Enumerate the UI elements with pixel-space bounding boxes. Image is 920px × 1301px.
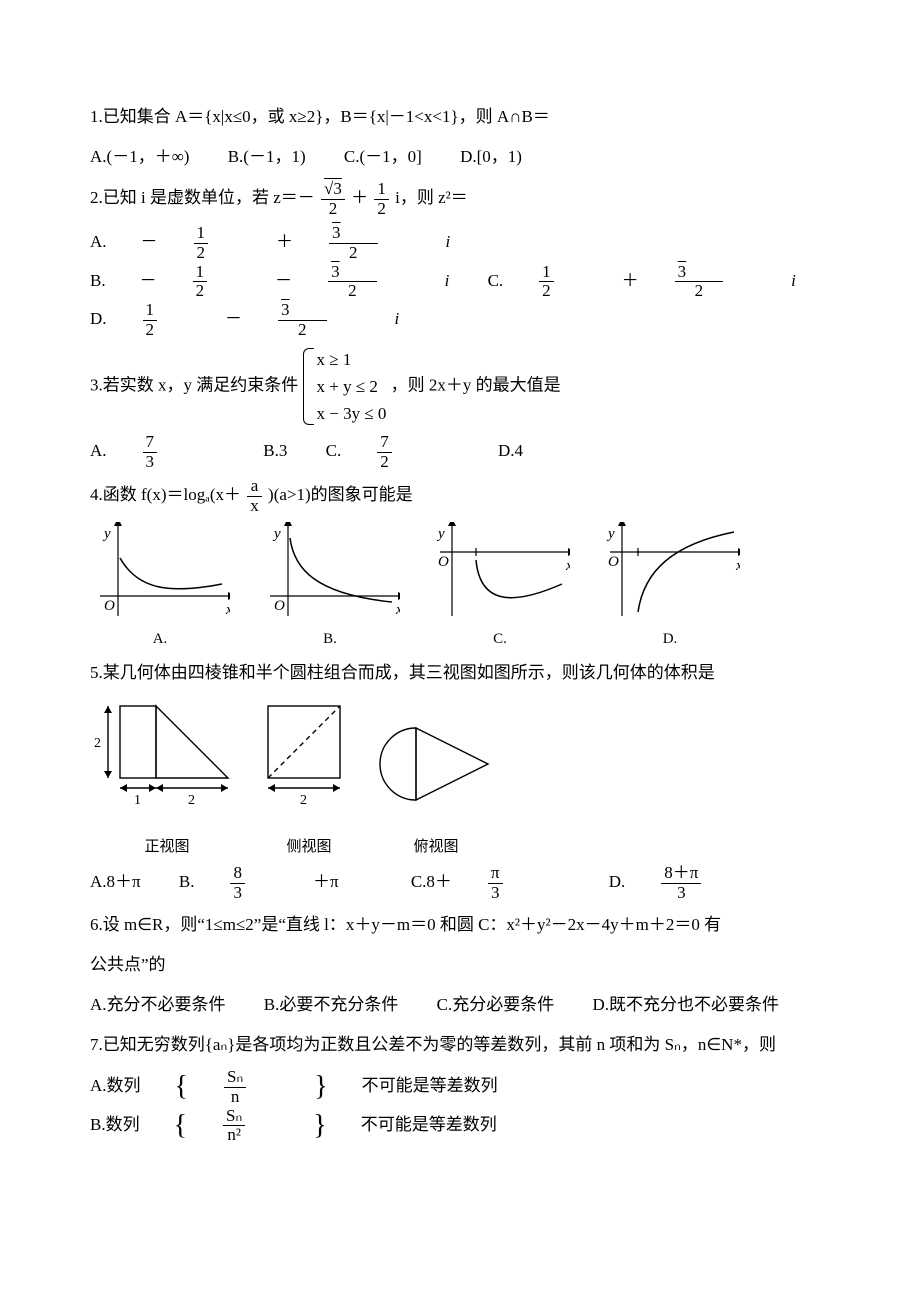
q4-plot-caption: C.	[430, 624, 570, 654]
svg-text:1: 1	[134, 793, 141, 808]
q3-stem: 3.若实数 x，y 满足约束条件 x ≥ 1 x + y ≤ 2 x − 3y …	[90, 346, 830, 428]
q4-plot-cell: O x y D.	[600, 522, 740, 654]
svg-text:y: y	[436, 526, 445, 542]
q4-plot: O x y	[430, 522, 570, 622]
q7-opt-b: B.数列{Sₙn²}不可能是等差数列	[90, 1107, 531, 1145]
q7-opt-a: A.数列{Sₙn}不可能是等差数列	[90, 1068, 532, 1106]
q3-opt-c: C.72	[326, 433, 460, 471]
q2-frac1: √32	[321, 180, 345, 218]
q2-frac2: 12	[374, 180, 389, 218]
q4-plot: O x y	[600, 522, 740, 622]
q2-opt-b: B.－12－32i	[90, 263, 449, 301]
svg-text:O: O	[438, 554, 449, 570]
q5-side-view: 2	[262, 696, 356, 820]
q5-top-view	[374, 722, 498, 820]
q2-opt-d: D.12－32i	[90, 301, 399, 339]
q5-opt-c: C.8＋π3	[411, 864, 571, 902]
q1-opt-d: D.[0，1)	[460, 140, 522, 174]
svg-text:x: x	[565, 558, 570, 574]
q4-plot-cell: O x y C.	[430, 522, 570, 654]
svg-text:2: 2	[188, 793, 195, 808]
q6-line1: 6.设 m∈R，则“1≤m≤2”是“直线 l：x＋y－m＝0 和圆 C：x²＋y…	[90, 908, 830, 942]
svg-text:x: x	[735, 558, 740, 574]
q6-opt-d: D.既不充分也不必要条件	[592, 988, 779, 1022]
q4-plot: O x y	[260, 522, 400, 622]
q4-plot-cell: O x y A.	[90, 522, 230, 654]
q4-plot-caption: D.	[600, 624, 740, 654]
svg-text:y: y	[606, 526, 615, 542]
q4-suffix: )(a>1)的图象可能是	[268, 486, 413, 505]
q5-opt-a: A.8＋π	[90, 865, 141, 899]
q4-prefix: 4.函数 f(x)＝logₐ(x＋	[90, 486, 241, 505]
svg-text:2: 2	[300, 793, 307, 808]
q6-line2: 公共点”的	[90, 948, 830, 982]
q4-plot: O x y	[90, 522, 230, 622]
q2-stem: 2.已知 i 是虚数单位，若 z＝－ √32 ＋ 12 i，则 z²＝	[90, 180, 830, 218]
q3-system: x ≥ 1 x + y ≤ 2 x − 3y ≤ 0	[303, 346, 387, 428]
q2-opt-a: A.－12＋32i	[90, 224, 450, 262]
q5-view-top: 俯视图	[374, 722, 498, 862]
q4-frac: ax	[247, 477, 262, 515]
q5-views: 2 1 2 正视图 2 侧视图 俯视图	[90, 696, 830, 862]
q4-plot-cell: O x y B.	[260, 522, 400, 654]
q5-view-side: 2 侧视图	[262, 696, 356, 862]
q3-options: A.73 B.3 C.72 D.4	[90, 433, 830, 471]
q4-plot-caption: A.	[90, 624, 230, 654]
q3-opt-b: B.3	[263, 434, 287, 468]
q1-opt-a: A.(－1，＋∞)	[90, 140, 189, 174]
q2-suffix: i，则 z²＝	[395, 188, 468, 207]
q7-stem: 7.已知无穷数列{aₙ}是各项均为正数且公差不为零的等差数列，其前 n 项和为 …	[90, 1028, 830, 1062]
q5-view-front: 2 1 2 正视图	[90, 696, 244, 862]
q1-opt-b: B.(－1，1)	[228, 140, 306, 174]
svg-text:O: O	[274, 598, 285, 614]
svg-text:x: x	[225, 602, 230, 618]
q2-options: A.－12＋32i B.－12－32i C.12＋32i D.12－32i	[90, 224, 830, 339]
svg-text:x: x	[395, 602, 400, 618]
q5-front-view: 2 1 2	[90, 696, 244, 820]
q1-options: A.(－1，＋∞) B.(－1，1) C.(－1，0] D.[0，1)	[90, 140, 830, 174]
q4-plot-caption: B.	[260, 624, 400, 654]
q4-stem: 4.函数 f(x)＝logₐ(x＋ ax )(a>1)的图象可能是	[90, 477, 830, 515]
q5-stem: 5.某几何体由四棱锥和半个圆柱组合而成，其三视图如图所示，则该几何体的体积是	[90, 656, 830, 690]
q4-plots: O x y A. O x y B. O x y C. O x y D	[90, 522, 830, 654]
q2-prefix: 2.已知 i 是虚数单位，若 z＝－	[90, 188, 315, 207]
svg-text:O: O	[104, 598, 115, 614]
q1-opt-c: C.(－1，0]	[344, 140, 422, 174]
q3-opt-a: A.73	[90, 433, 225, 471]
q2-mid: ＋	[351, 188, 368, 207]
q3-prefix: 3.若实数 x，y 满足约束条件	[90, 375, 298, 394]
q6-opt-a: A.充分不必要条件	[90, 988, 226, 1022]
svg-text:y: y	[272, 526, 281, 542]
svg-text:2: 2	[94, 736, 101, 751]
q5-options: A.8＋π B.83＋π C.8＋π3 D.8＋π3	[90, 864, 830, 902]
q5-opt-b: B.83＋π	[179, 864, 373, 902]
q3-suffix: ，则 2x＋y 的最大值是	[391, 375, 561, 394]
q5-opt-d: D.8＋π3	[609, 864, 770, 902]
q1-stem: 1.已知集合 A＝{x|x≤0，或 x≥2}，B＝{x|－1<x<1}，则 A∩…	[90, 100, 830, 134]
q3-opt-d: D.4	[498, 434, 523, 468]
q2-opt-c: C.12＋32i	[488, 263, 796, 301]
q6-opt-b: B.必要不充分条件	[264, 988, 399, 1022]
q6-options: A.充分不必要条件 B.必要不充分条件 C.充分必要条件 D.既不充分也不必要条…	[90, 988, 830, 1022]
svg-text:O: O	[608, 554, 619, 570]
q7-options: A.数列{Sₙn}不可能是等差数列 B.数列{Sₙn²}不可能是等差数列	[90, 1068, 830, 1145]
svg-text:y: y	[102, 526, 111, 542]
q6-opt-c: C.充分必要条件	[437, 988, 555, 1022]
